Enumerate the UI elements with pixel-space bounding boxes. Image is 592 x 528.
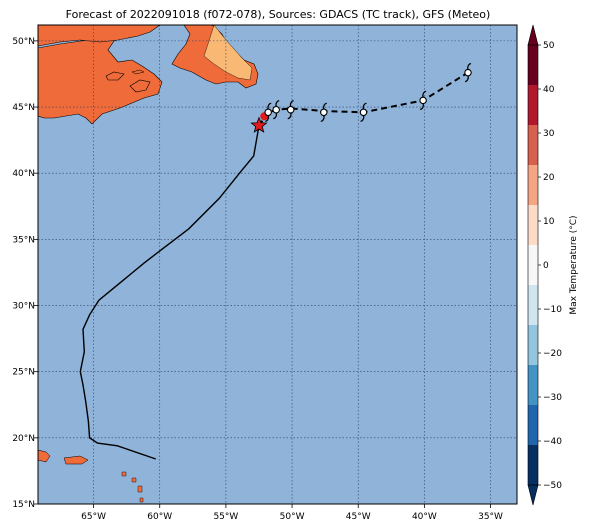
lat-label: 35°N	[12, 235, 35, 245]
land-hispaniola	[38, 449, 51, 463]
land-pei	[105, 71, 125, 81]
colorbar-tick-label: −20	[543, 349, 562, 359]
graticule	[38, 25, 517, 504]
lat-label: 25°N	[12, 368, 35, 378]
land-lesser-antilles-4	[139, 497, 144, 503]
colorbar-segment	[528, 245, 538, 286]
colorbar-extend-top	[527, 24, 539, 46]
colorbar-tick-label: 10	[543, 217, 555, 227]
cyclone-symbol-icon	[272, 100, 280, 120]
colorbar-segment	[528, 445, 538, 486]
lon-label: 35°W	[478, 512, 503, 522]
lon-label: 65°W	[81, 512, 106, 522]
map-panel: 65°W 60°W 55°W 50°W 45°W 40°W 35°W 50°N 45°N 40°N…	[12, 24, 518, 522]
colorbar-segment	[528, 325, 538, 366]
land-lesser-antilles-2	[131, 477, 137, 483]
tc-track	[79, 62, 472, 460]
colorbar-tick-label: −40	[543, 437, 562, 447]
land-cape-breton	[129, 79, 151, 93]
colorbar-segment	[528, 285, 538, 326]
lon-label: 40°W	[412, 512, 437, 522]
axis-labels: 65°W 60°W 55°W 50°W 45°W 40°W 35°W 50°N 45°N 40°N…	[12, 37, 503, 522]
cyclone-symbol-icon	[464, 62, 472, 83]
current-position-star-icon	[250, 116, 268, 133]
colorbar: 50 40 30 20 10 0 −10 −20 −30 −40 −50 Max Temperatur…	[527, 24, 579, 506]
past-track-line	[79, 125, 260, 460]
land-masses	[38, 25, 259, 503]
forecast-track-line	[258, 71, 469, 127]
map-frame	[37, 24, 518, 505]
map-title: Forecast of 2022091018 (f072-078), Sourc…	[66, 8, 491, 21]
lat-label: 20°N	[12, 434, 35, 444]
colorbar-tick-label: 40	[543, 85, 555, 95]
colorbar-segment	[528, 85, 538, 126]
colorbar-segment	[528, 405, 538, 446]
colorbar-segment	[528, 125, 538, 166]
lat-label: 30°N	[12, 302, 35, 312]
colorbar-tick-label: 20	[543, 173, 555, 183]
lat-label: 50°N	[12, 37, 35, 47]
colorbar-segment	[528, 365, 538, 406]
colorbar-tick-label: 0	[543, 261, 549, 271]
land-anticosti	[131, 69, 145, 75]
lat-label: 45°N	[12, 103, 35, 113]
colorbar-segment	[528, 205, 538, 246]
cyclone-symbol-icon	[359, 102, 368, 122]
colorbar-segment	[528, 45, 538, 86]
land-newfoundland-warm	[203, 25, 253, 81]
colorbar-label: Max Temperature (°C)	[569, 215, 579, 314]
colorbar-tick-label: −30	[543, 393, 562, 403]
land-lesser-antilles-1	[121, 471, 127, 477]
lon-label: 50°W	[280, 512, 305, 522]
colorbar-segment	[528, 165, 538, 206]
lat-label: 15°N	[12, 500, 35, 510]
lon-label: 55°W	[213, 512, 238, 522]
colorbar-tick-label: −50	[543, 481, 562, 491]
colorbar-extend-bottom	[527, 484, 539, 506]
colorbar-tick-label: 50	[543, 41, 555, 51]
cyclone-symbol-icon	[264, 102, 272, 122]
land-lesser-antilles-3	[137, 485, 143, 493]
cyclone-symbol-icon	[419, 90, 427, 111]
cyclone-symbol-icon	[286, 100, 295, 120]
cyclone-symbol-icon	[320, 102, 328, 122]
colorbar-tick-label: −10	[543, 305, 562, 315]
lon-label: 60°W	[147, 512, 172, 522]
land-puerto-rico	[63, 455, 89, 465]
lon-label: 45°W	[346, 512, 371, 522]
lat-label: 40°N	[12, 169, 35, 179]
colorbar-tick-label: 30	[543, 129, 555, 139]
